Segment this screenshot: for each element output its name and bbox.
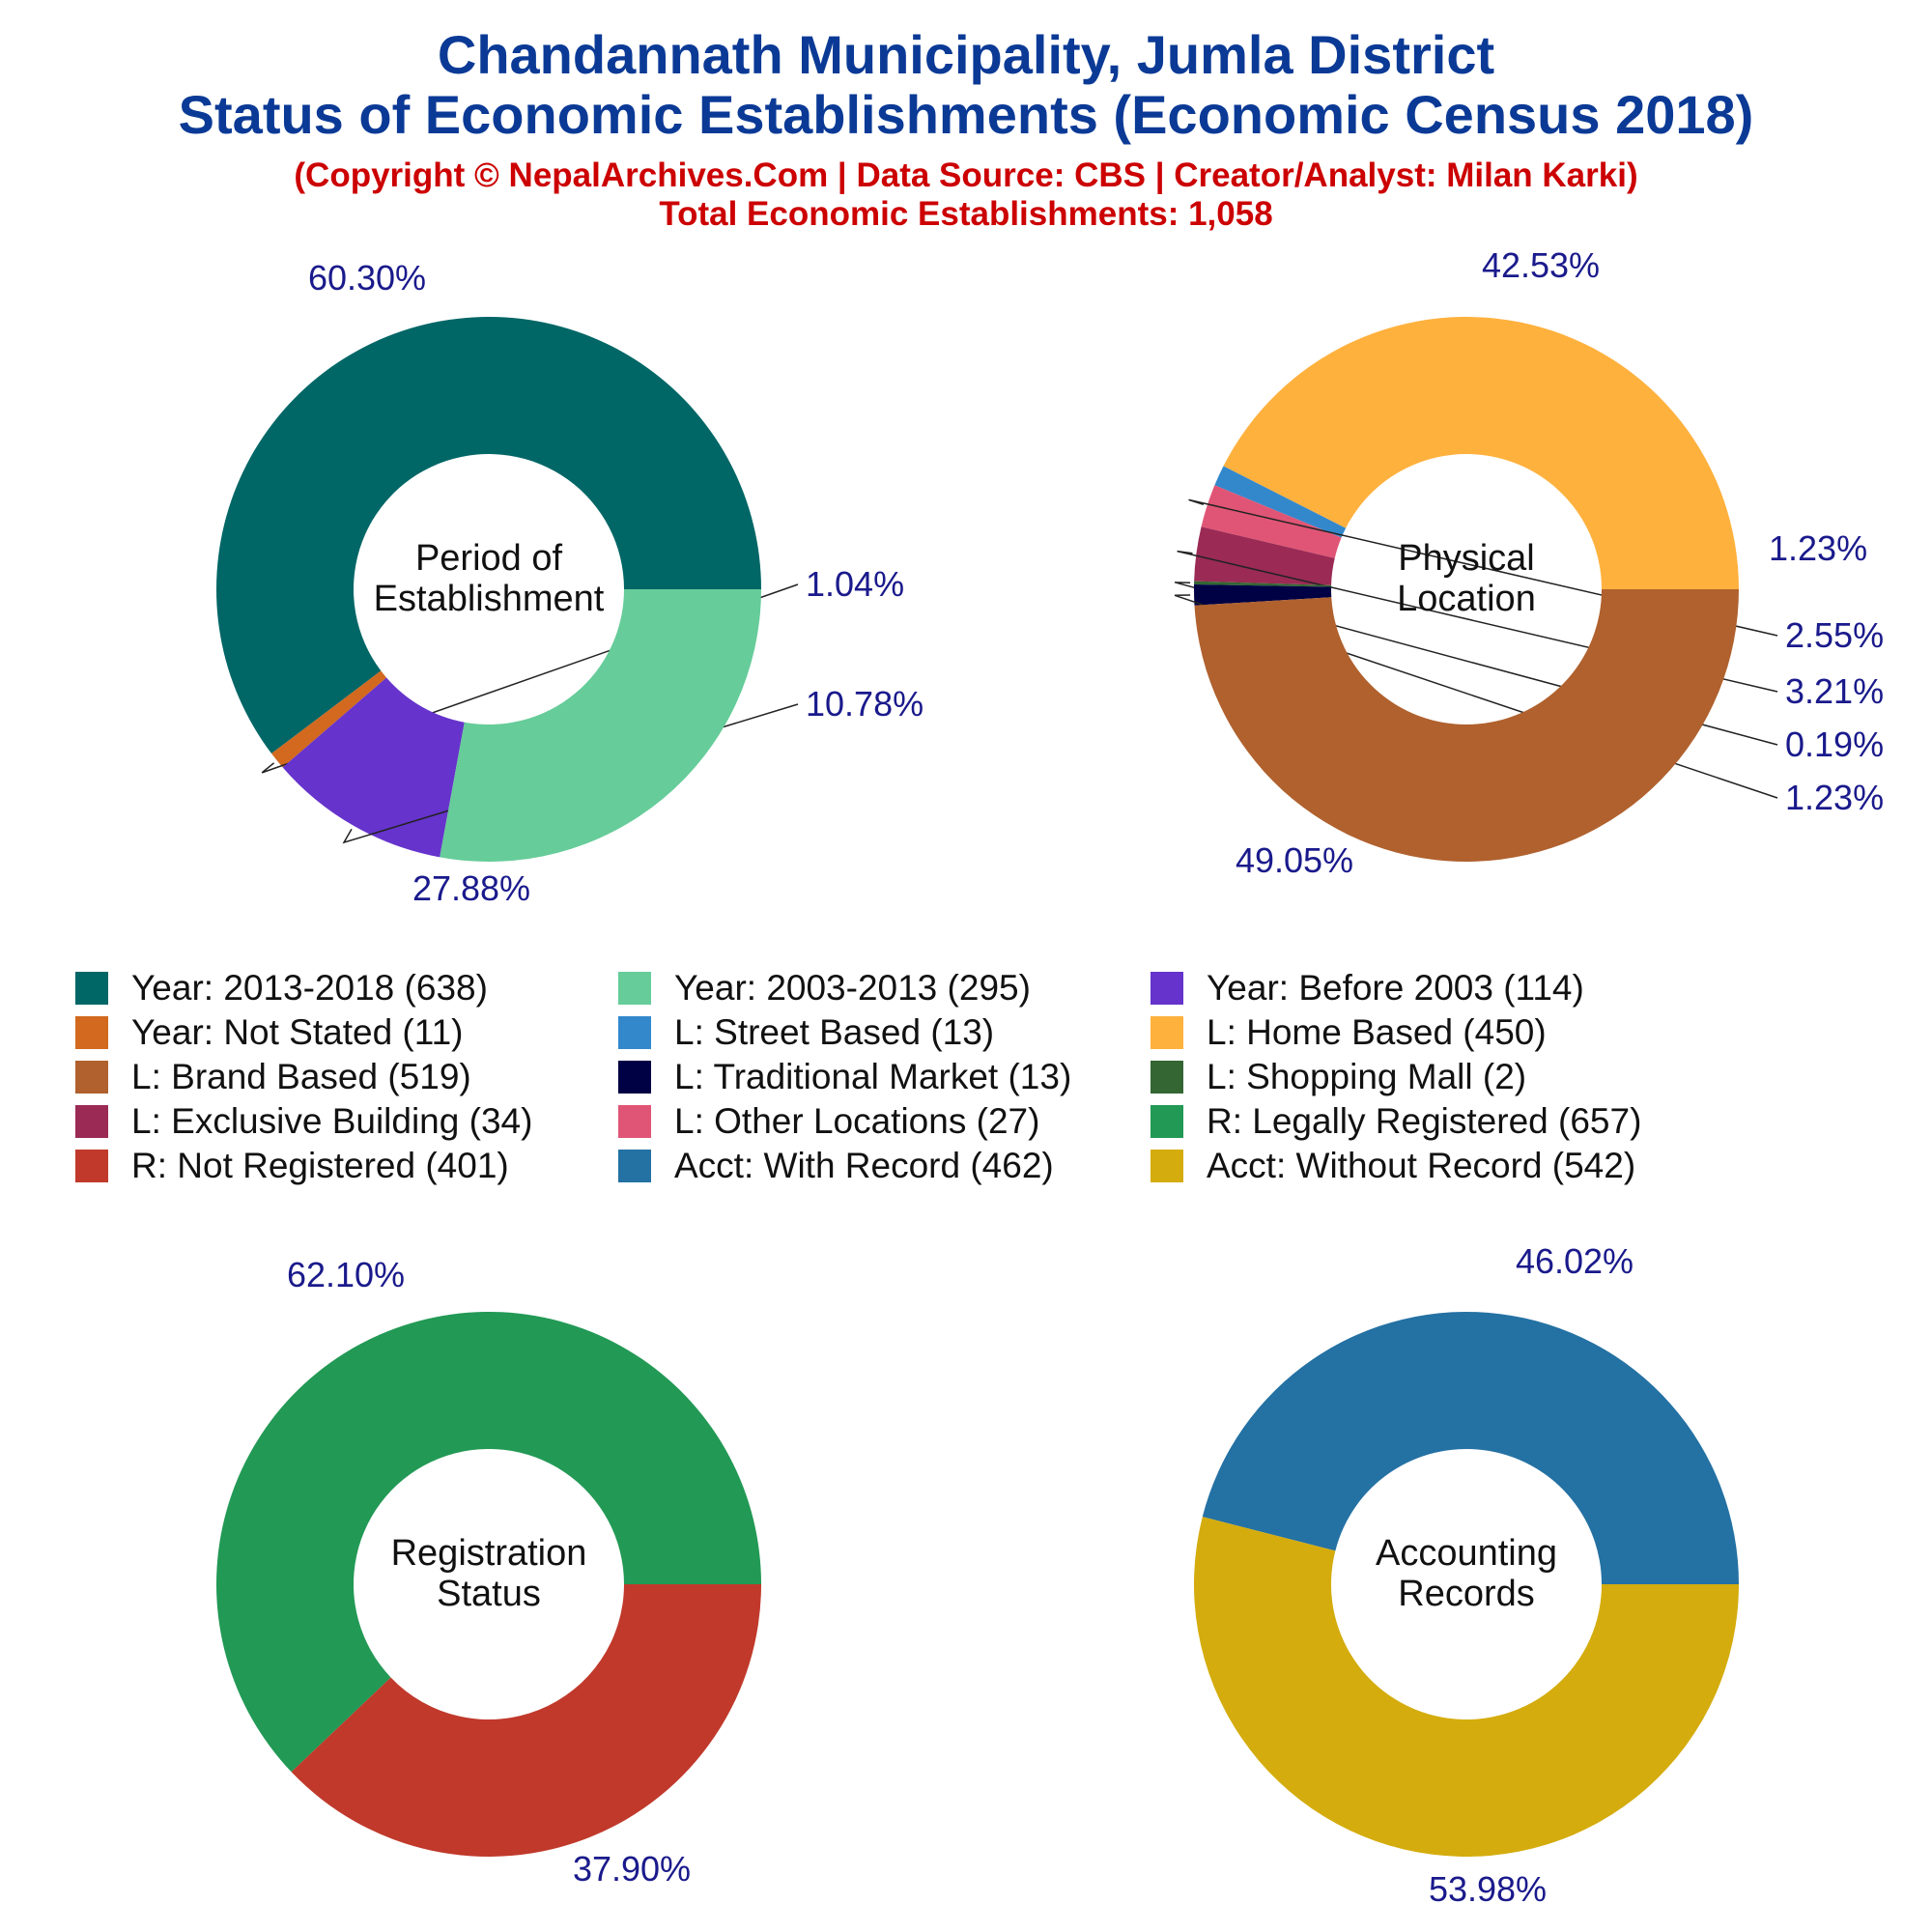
percent-label-r-legally-registered: 62.10% (287, 1255, 405, 1294)
legend-label: Year: Not Stated (11) (131, 1012, 464, 1052)
percent-label-year-2003-2013: 27.88% (412, 868, 530, 908)
slice-r-not-registered (291, 1584, 761, 1857)
legend-item-acct-with-record-462: Acct: With Record (462) (618, 1144, 1054, 1188)
percent-label-r-not-registered: 37.90% (573, 1849, 691, 1889)
percent-label-l-home-based: 42.53% (1482, 245, 1600, 285)
credit-line: (Copyright © NepalArchives.Com | Data So… (294, 156, 1638, 194)
legend-label: Acct: Without Record (542) (1207, 1146, 1636, 1185)
slice-l-brand-based (1194, 589, 1739, 862)
legend-label: L: Shopping Mall (2) (1207, 1057, 1527, 1096)
legend-label: L: Brand Based (519) (131, 1057, 471, 1096)
legend-label: R: Not Registered (401) (131, 1146, 509, 1185)
legend-label: Year: Before 2003 (114) (1207, 968, 1584, 1008)
legend-item-r-legally-registered-657: R: Legally Registered (657) (1151, 1099, 1641, 1144)
slice-l-traditional-market (1194, 583, 1332, 606)
percent-label-l-street-based: 1.23% (1769, 528, 1867, 568)
percent-label-l-traditional-market: 1.23% (1785, 778, 1884, 817)
legend-item-l-other-locations-27: L: Other Locations (27) (618, 1099, 1039, 1144)
legend-swatch (618, 972, 651, 1005)
leader-line-l-other-locations (1188, 498, 1778, 637)
legend-label: L: Traditional Market (13) (674, 1057, 1072, 1096)
legend-swatch (1151, 1061, 1183, 1094)
center-label: Status (437, 1574, 541, 1614)
center-label: Physical (1398, 538, 1535, 579)
chart-subtitle: Status of Economic Establishments (Econo… (178, 84, 1754, 145)
donut-period-of-establishment: 60.30% 1.04% 10.78% 27.88% Period ofEstablis… (215, 258, 923, 908)
slice-year-before-2003 (282, 677, 465, 858)
center-label: Records (1398, 1574, 1535, 1614)
legend-label: Acct: With Record (462) (674, 1146, 1054, 1185)
legend-label: Year: 2013-2018 (638) (131, 968, 488, 1008)
percent-label-acct-with-record: 46.02% (1516, 1241, 1634, 1281)
percent-label-acct-without-record: 53.98% (1429, 1869, 1547, 1909)
percent-label-year-not-stated: 1.04% (806, 564, 904, 604)
legend-item-year-before-2003-114: Year: Before 2003 (114) (1151, 966, 1584, 1010)
legend-swatch (618, 1150, 651, 1182)
percent-label-l-exclusive-building: 3.21% (1785, 671, 1884, 711)
legend-swatch (618, 1016, 651, 1049)
legend-swatch (1151, 1105, 1183, 1138)
total-line: Total Economic Establishments: 1,058 (659, 195, 1273, 233)
legend-item-l-brand-based-519: L: Brand Based (519) (75, 1055, 471, 1099)
slice-year-2003-2013 (440, 589, 761, 862)
legend-swatch (75, 1150, 108, 1182)
percent-label-year-2013-2018: 60.30% (308, 258, 426, 298)
slice-l-exclusive-building (1194, 526, 1335, 585)
chart-title: Chandannath Municipality, Jumla District (437, 24, 1495, 85)
legend-label: L: Street Based (13) (674, 1012, 995, 1052)
percent-label-year-before-2003: 10.78% (806, 684, 923, 724)
legend-item-l-traditional-market-13: L: Traditional Market (13) (618, 1055, 1071, 1099)
legend-swatch (1151, 1150, 1183, 1182)
slice-l-other-locations (1201, 485, 1342, 558)
legend-label: R: Legally Registered (657) (1207, 1101, 1642, 1141)
center-label: Period of (415, 538, 563, 579)
legend-swatch (618, 1061, 651, 1094)
slice-l-shopping-mall (1194, 581, 1332, 587)
legend-item-l-exclusive-building-34: L: Exclusive Building (34) (75, 1099, 532, 1144)
legend-label: Year: 2003-2013 (295) (674, 968, 1031, 1008)
legend-item-l-home-based-450: L: Home Based (450) (1151, 1010, 1547, 1055)
legend-label: L: Home Based (450) (1207, 1012, 1547, 1052)
slice-r-legally-registered (215, 1311, 761, 1773)
center-label: Location (1397, 579, 1536, 619)
legend-swatch (75, 1105, 108, 1138)
donut-physical-location: 42.53% 1.23% 2.55% 3.21% 0.19% 1.23% 49.05% Phy… (1174, 245, 1884, 880)
legend-swatch (1151, 972, 1183, 1005)
slice-year-not-stated (271, 670, 387, 768)
legend-swatch (75, 1016, 108, 1049)
slice-l-street-based (1214, 466, 1347, 538)
legend-item-acct-without-record-542: Acct: Without Record (542) (1151, 1144, 1635, 1188)
legend-swatch (1151, 1016, 1183, 1049)
slice-acct-without-record (1193, 1517, 1739, 1858)
slice-year-2013-2018 (215, 316, 762, 754)
legend-swatch (75, 972, 108, 1005)
legend-item-year-2013-2018-638: Year: 2013-2018 (638) (75, 966, 488, 1010)
legend-item-l-shopping-mall-2: L: Shopping Mall (2) (1151, 1055, 1526, 1099)
center-label: Accounting (1376, 1533, 1557, 1574)
legend-label: L: Other Locations (27) (674, 1101, 1040, 1141)
percent-label-l-other-locations: 2.55% (1785, 615, 1884, 655)
legend-label: L: Exclusive Building (34) (131, 1101, 533, 1141)
legend-item-year-2003-2013-295: Year: 2003-2013 (295) (618, 966, 1031, 1010)
legend-swatch (75, 1061, 108, 1094)
slice-l-home-based (1223, 317, 1739, 589)
legend-item-r-not-registered-401: R: Not Registered (401) (75, 1144, 509, 1188)
legend-item-year-not-stated-11: Year: Not Stated (11) (75, 1010, 463, 1055)
leader-line-l-exclusive-building (1177, 550, 1778, 693)
legend-swatch (618, 1105, 651, 1138)
percent-label-l-shopping-mall: 0.19% (1785, 724, 1884, 764)
center-label: Registration (391, 1533, 587, 1574)
percent-label-l-brand-based: 49.05% (1236, 840, 1353, 880)
legend-item-l-street-based-13: L: Street Based (13) (618, 1010, 994, 1055)
center-label: Establishment (374, 579, 605, 619)
slice-acct-with-record (1202, 1312, 1739, 1584)
